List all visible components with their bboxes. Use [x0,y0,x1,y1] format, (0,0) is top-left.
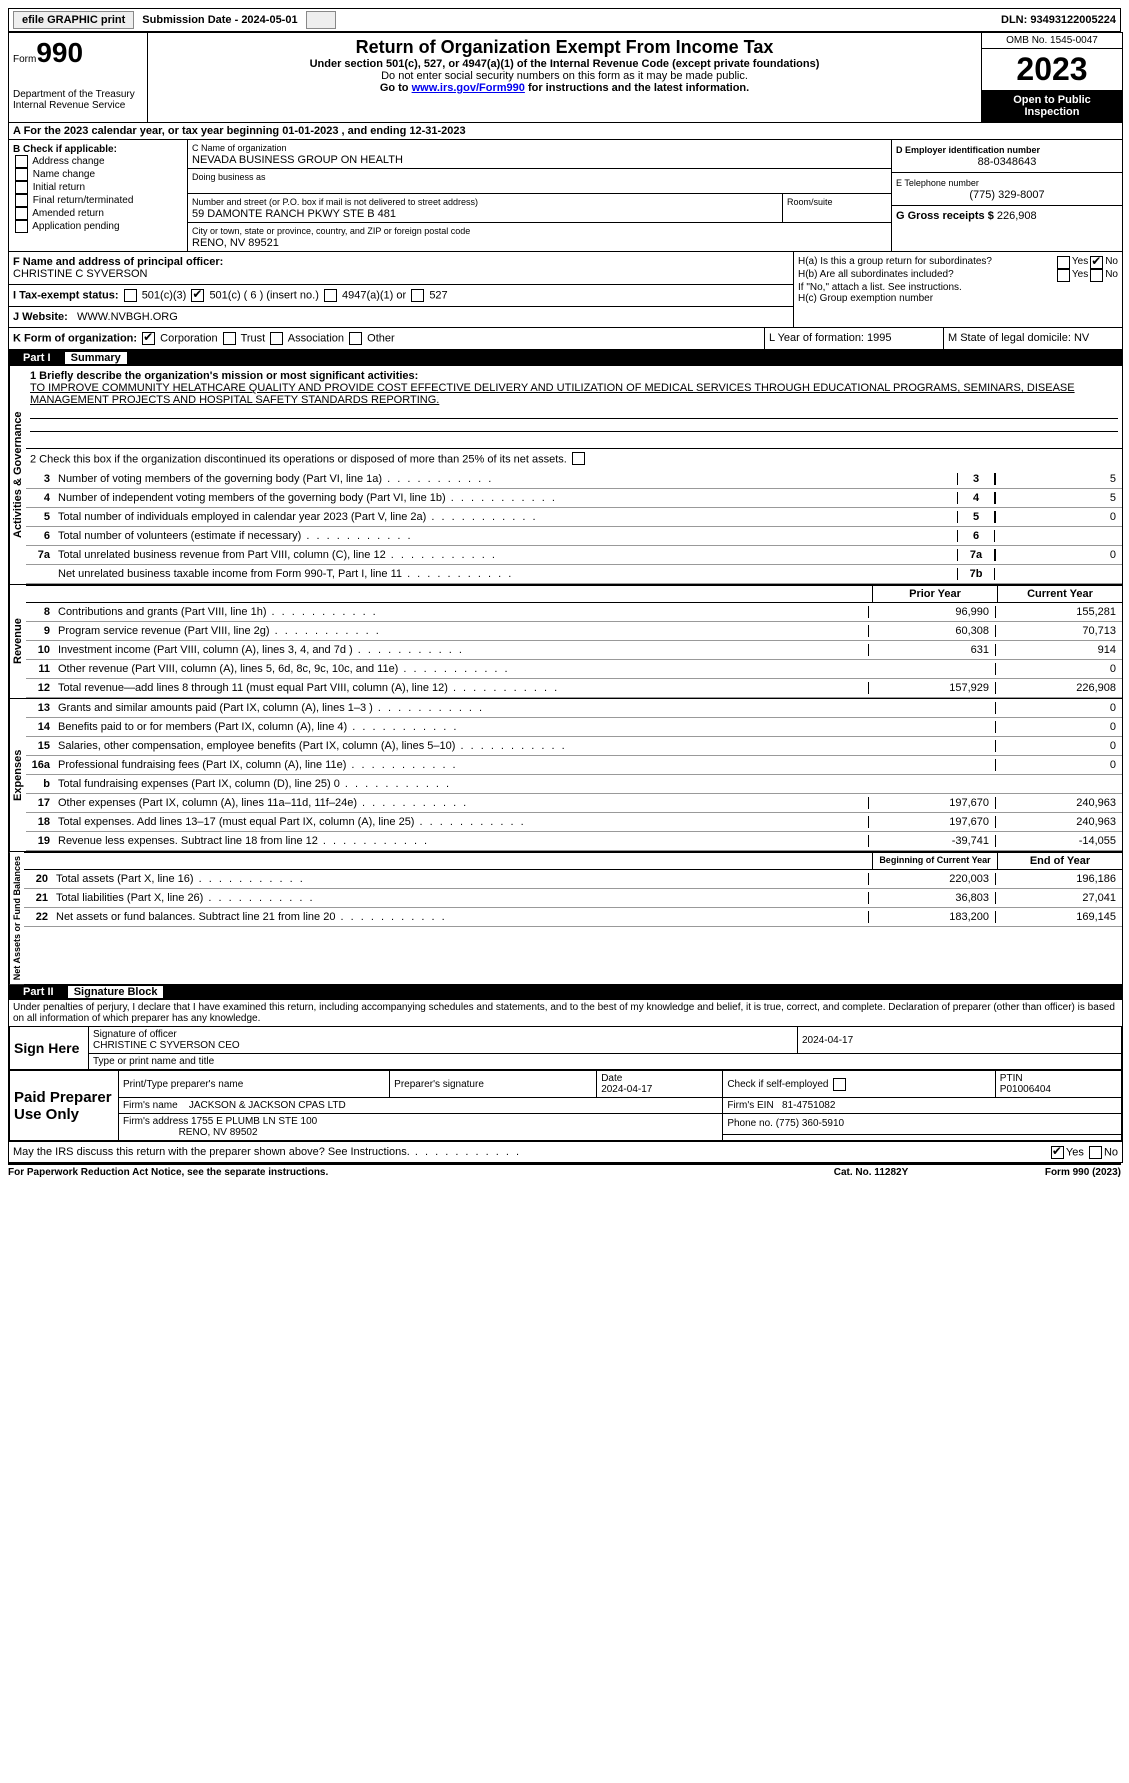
chk-pending[interactable] [15,220,28,233]
form-title: Return of Organization Exempt From Incom… [152,37,977,58]
box-c-city: City or town, state or province, country… [188,223,891,251]
subtitle-3: Go to www.irs.gov/Form990 for instructio… [152,82,977,94]
section-exp: Expenses [9,699,26,851]
chk-name[interactable] [15,168,28,181]
col-header-rev: Prior YearCurrent Year [26,585,1122,603]
chk-501c[interactable] [191,289,204,302]
sign-here-table: Sign Here Signature of officerCHRISTINE … [9,1026,1122,1070]
top-bar: efile GRAPHIC print Submission Date - 20… [8,8,1121,32]
discuss-line: May the IRS discuss this return with the… [9,1141,1122,1162]
dln: DLN: 93493122005224 [1001,14,1116,26]
box-e: E Telephone number (775) 329-8007 [892,173,1122,206]
chk-corp[interactable] [142,332,155,345]
chk-initial[interactable] [15,181,28,194]
chk-assoc[interactable] [270,332,283,345]
box-c-dba: Doing business as [188,169,891,194]
section-ag: Activities & Governance [9,366,26,584]
box-b: B Check if applicable: Address change Na… [9,140,188,251]
form-number: 990 [36,37,83,68]
chk-501c3[interactable] [124,289,137,302]
chk-ha-no[interactable] [1090,256,1103,269]
col-header-na: Beginning of Current YearEnd of Year [24,852,1122,870]
chk-discuss-yes[interactable] [1051,1146,1064,1159]
open-inspection: Open to Public Inspection [982,90,1122,122]
subtitle-2: Do not enter social security numbers on … [152,70,977,82]
box-m: M State of legal domicile: NV [944,328,1122,349]
chk-other[interactable] [349,332,362,345]
box-c-name: C Name of organization NEVADA BUSINESS G… [188,140,891,169]
box-d: D Employer identification number 88-0348… [892,140,1122,173]
chk-4947[interactable] [324,289,337,302]
chk-address[interactable] [15,155,28,168]
box-l: L Year of formation: 1995 [765,328,944,349]
section-na: Net Assets or Fund Balances [9,852,24,984]
chk-self-employed[interactable] [833,1078,846,1091]
blank-button[interactable] [306,11,336,29]
omb: OMB No. 1545-0047 [982,33,1122,49]
form-prefix: Form [13,54,36,65]
efile-button[interactable]: efile GRAPHIC print [13,11,134,29]
chk-trust[interactable] [223,332,236,345]
box-k: K Form of organization: Corporation Trus… [9,328,765,349]
chk-hb-no[interactable] [1090,269,1103,282]
box-j: J Website: WWW.NVBGH.ORG [9,306,793,327]
chk-527[interactable] [411,289,424,302]
part-2-bar: Part II Signature Block [9,984,1122,1000]
sig-declaration: Under penalties of perjury, I declare th… [9,1000,1122,1026]
box-i: I Tax-exempt status: 501(c)(3) 501(c) ( … [9,284,793,306]
header-center: Return of Organization Exempt From Incom… [148,33,981,122]
submission-date: Submission Date - 2024-05-01 [142,14,297,26]
tax-year: 2023 [982,49,1122,90]
chk-hb-yes[interactable] [1057,269,1070,282]
irs-link[interactable]: www.irs.gov/Form990 [412,82,525,94]
line-2: 2 Check this box if the organization dis… [26,449,1122,470]
header-right: OMB No. 1545-0047 2023 Open to Public In… [981,33,1122,122]
chk-amended[interactable] [15,207,28,220]
box-c-room: Room/suite [783,194,891,222]
box-h: H(a) Is this a group return for subordin… [794,252,1122,327]
box-g: G Gross receipts $ 226,908 [892,206,1122,226]
header-left: Form990 Department of the Treasury Inter… [9,33,148,122]
chk-ha-yes[interactable] [1057,256,1070,269]
chk-discuss-no[interactable] [1089,1146,1102,1159]
paid-preparer-table: Paid Preparer Use Only Print/Type prepar… [9,1070,1122,1141]
dept: Department of the Treasury Internal Reve… [13,89,143,111]
box-c-street: Number and street (or P.O. box if mail i… [188,194,783,222]
form-container: Form990 Department of the Treasury Inter… [8,32,1123,1163]
period-line: A For the 2023 calendar year, or tax yea… [9,123,1122,140]
footer: For Paperwork Reduction Act Notice, see … [8,1163,1121,1178]
line-1: 1 Briefly describe the organization's mi… [26,366,1122,449]
chk-final[interactable] [15,194,28,207]
subtitle-1: Under section 501(c), 527, or 4947(a)(1)… [152,58,977,70]
part-1-bar: Part I Summary [9,350,1122,366]
chk-discontinued[interactable] [572,452,585,465]
section-rev: Revenue [9,585,26,698]
box-f: F Name and address of principal officer:… [9,252,793,284]
